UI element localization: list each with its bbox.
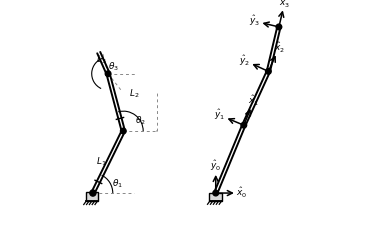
Text: $\theta_2$: $\theta_2$ xyxy=(135,114,146,127)
Circle shape xyxy=(241,122,247,128)
Text: $\hat{x}_1$: $\hat{x}_1$ xyxy=(248,94,259,109)
Text: $L_3$: $L_3$ xyxy=(96,53,106,66)
Text: $\hat{y}_1$: $\hat{y}_1$ xyxy=(214,108,225,122)
FancyBboxPatch shape xyxy=(209,193,222,201)
FancyBboxPatch shape xyxy=(86,192,98,201)
Text: $L_2$: $L_2$ xyxy=(128,87,139,100)
Text: $\hat{y}_2$: $\hat{y}_2$ xyxy=(239,53,250,68)
Text: $\theta_1$: $\theta_1$ xyxy=(112,177,123,190)
Text: $\hat{x}_0$: $\hat{x}_0$ xyxy=(236,186,248,200)
Circle shape xyxy=(105,71,111,77)
Text: $\hat{y}_0$: $\hat{y}_0$ xyxy=(210,159,221,173)
Text: $\hat{x}_3$: $\hat{x}_3$ xyxy=(279,0,290,10)
Text: $L_1$: $L_1$ xyxy=(96,155,106,168)
Circle shape xyxy=(90,190,96,196)
Text: $\theta_3$: $\theta_3$ xyxy=(108,60,120,73)
Text: $\hat{x}_2$: $\hat{x}_2$ xyxy=(274,41,284,55)
Circle shape xyxy=(120,128,126,134)
Circle shape xyxy=(213,190,219,196)
Text: $\hat{y}_3$: $\hat{y}_3$ xyxy=(248,14,260,28)
Circle shape xyxy=(265,69,271,74)
Circle shape xyxy=(276,24,282,30)
